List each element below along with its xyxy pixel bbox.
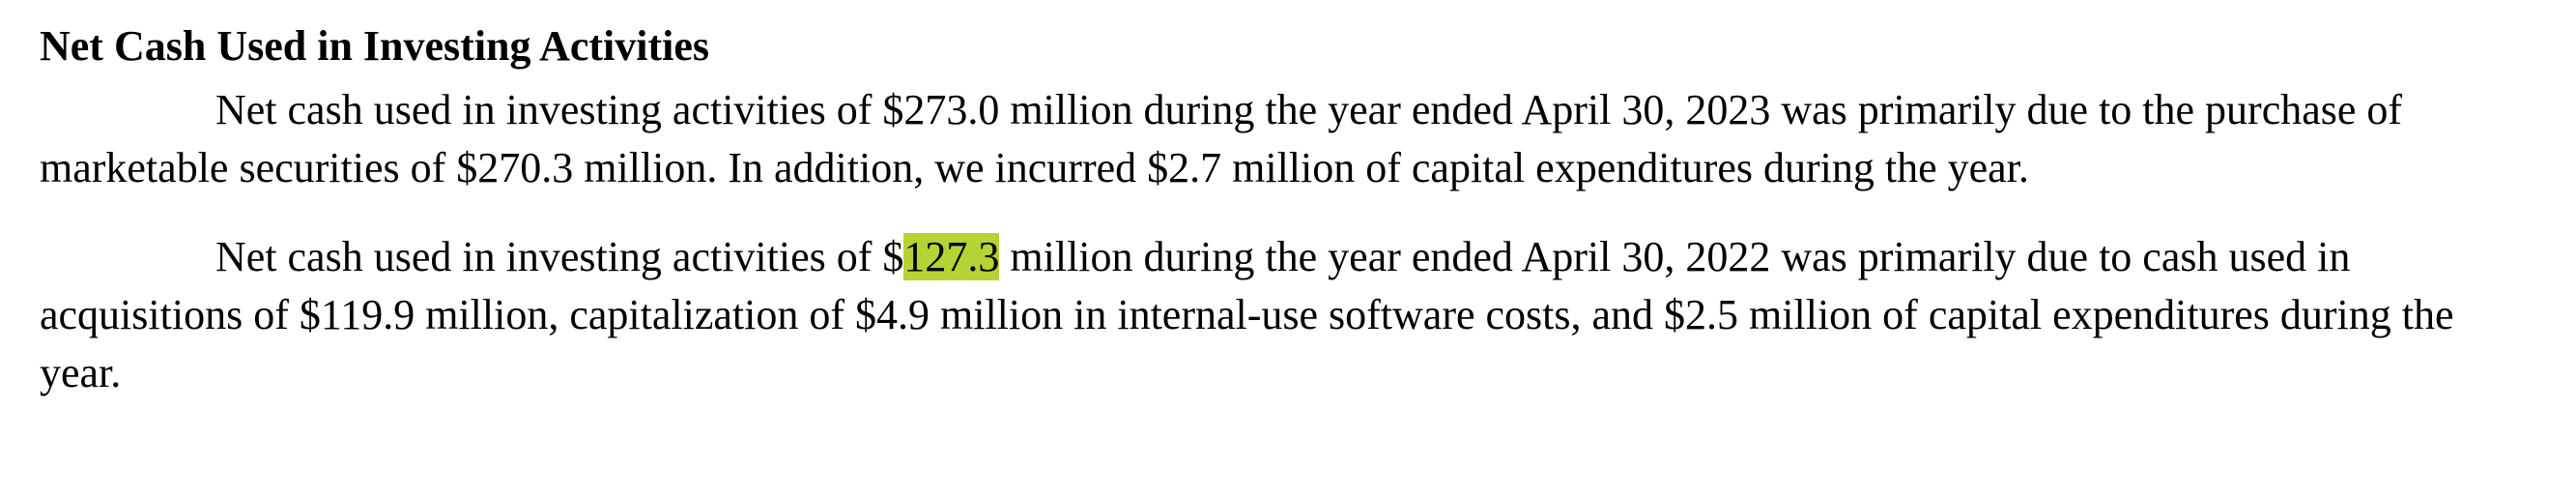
section-heading: Net Cash Used in Investing Activities [40,22,710,70]
highlighted-amount: 127.3 [903,233,1000,280]
paragraph-fy2023-text: Net cash used in investing activities of… [40,86,2403,191]
paragraph-fy2022-text-before: Net cash used in investing activities of… [215,233,904,280]
paragraph-fy2023: Net cash used in investing activities of… [40,81,2542,197]
paragraph-fy2022-text-after: million during the year ended April 30, … [40,233,2454,396]
document-body: Net Cash Used in Investing Activities Ne… [40,17,2542,402]
paragraph-fy2022: Net cash used in investing activities of… [40,228,2542,402]
